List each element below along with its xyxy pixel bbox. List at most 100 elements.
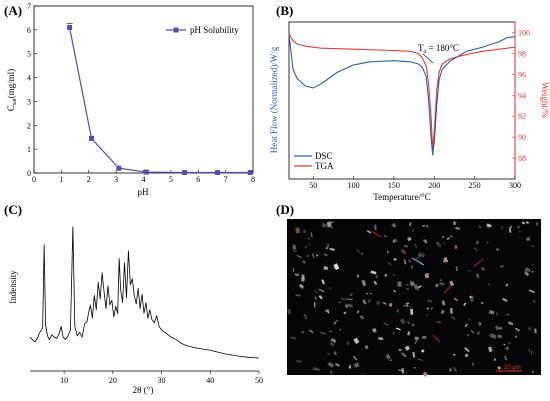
micrograph-crystal <box>353 366 356 368</box>
micrograph-crystal <box>316 254 319 257</box>
micrograph-crystal <box>392 273 396 277</box>
micrograph-crystal <box>374 224 377 231</box>
micrograph-crystal <box>454 245 458 249</box>
micrograph-crystal <box>414 243 418 249</box>
micrograph-crystal <box>488 283 490 286</box>
micrograph-crystal <box>463 302 467 307</box>
micrograph-crystal <box>424 239 428 243</box>
panel-a-data-point <box>143 169 149 175</box>
panel-a-data-point <box>247 170 253 176</box>
micrograph-crystal <box>405 284 409 286</box>
micrograph-crystal <box>508 228 512 233</box>
micrograph-crystal <box>413 366 417 370</box>
panel-b-y2-tick-label: 94 <box>518 91 526 100</box>
panel-c-x-tick-label: 40 <box>206 376 214 385</box>
micrograph-crystal <box>292 268 295 273</box>
micrograph-crystal <box>301 274 305 279</box>
micrograph-crystal <box>393 289 396 293</box>
panel-a-y-tick-label: 1 <box>27 145 31 154</box>
micrograph-crystal <box>403 259 407 265</box>
micrograph-crystal <box>372 327 377 333</box>
micrograph-crystal <box>378 337 384 341</box>
micrograph-crystal <box>308 329 314 334</box>
micrograph-crystal <box>468 318 471 321</box>
micrograph-crystal <box>469 295 473 299</box>
micrograph-crystal <box>476 331 481 336</box>
panel-b-y2-tick-label: 92 <box>518 112 526 121</box>
micrograph-crystal <box>410 308 414 315</box>
micrograph-crystal <box>366 229 372 234</box>
micrograph-crystal <box>499 265 504 268</box>
micrograph-crystal <box>488 309 495 315</box>
micrograph-crystal <box>470 329 475 334</box>
micrograph-crystal <box>443 242 445 245</box>
micrograph-crystal <box>517 230 522 233</box>
panel-b-left-axis-title: Heat Flow (Normalized)/W/g <box>269 46 279 153</box>
panel-b-x-tick-label: 150 <box>388 181 400 190</box>
micrograph-crystal <box>425 313 428 317</box>
micrograph-crystal <box>404 244 408 248</box>
micrograph-crystal <box>442 236 445 238</box>
micrograph-crystal <box>481 302 484 304</box>
micrograph-crystal <box>391 331 396 335</box>
panel-a-data-point <box>116 165 122 171</box>
micrograph-crystal <box>416 286 419 291</box>
panel-b-x-tick-label: 50 <box>309 181 317 190</box>
micrograph-crystal <box>507 321 514 326</box>
micrograph-crystal <box>446 237 451 240</box>
micrograph-crystal <box>353 363 355 366</box>
micrograph-crystal <box>320 331 326 335</box>
panel-b-x-tick-label: 100 <box>348 181 360 190</box>
micrograph-crystal <box>417 358 424 361</box>
micrograph-crystal <box>417 254 421 259</box>
panel-a-y-tick-label: 5 <box>27 50 31 59</box>
micrograph-crystal <box>455 226 461 230</box>
panel-c-x-tick-label: 50 <box>255 376 263 385</box>
panel-b-legend-label-dsc: DSC <box>315 151 333 161</box>
micrograph-crystal <box>328 330 333 333</box>
micrograph-crystal <box>411 323 415 327</box>
micrograph-crystal <box>426 307 430 310</box>
panel-b-x-axis-title: Temperature/°C <box>373 192 430 202</box>
micrograph-crystal <box>383 322 389 326</box>
micrograph-crystal <box>514 327 520 332</box>
micrograph-crystal <box>335 319 339 322</box>
micrograph-crystal <box>365 292 369 295</box>
micrograph-crystal <box>338 301 342 304</box>
micrograph-crystal <box>409 222 412 227</box>
panel-a-data-point <box>67 24 73 30</box>
micrograph-crystal <box>528 289 535 294</box>
micrograph-crystal <box>449 234 454 239</box>
micrograph-crystal <box>478 321 482 326</box>
micrograph-crystal <box>528 349 531 352</box>
micrograph-crystal <box>389 359 393 362</box>
micrograph-crystal <box>330 338 337 343</box>
panel-a-x-tick-label: 2 <box>87 175 91 184</box>
micrograph-crystal <box>356 309 360 314</box>
micrograph-crystal <box>375 300 381 306</box>
micrograph-crystal <box>306 254 309 258</box>
micrograph-crystal <box>407 236 412 242</box>
micrograph-crystal <box>339 328 342 332</box>
micrograph-crystal <box>425 224 429 228</box>
micrograph-crystal <box>497 334 503 339</box>
micrograph-crystal <box>418 252 425 258</box>
micrograph-crystal <box>308 242 311 246</box>
micrograph-crystal <box>329 286 331 290</box>
micrograph-crystal <box>327 361 335 368</box>
micrograph-crystal <box>514 335 518 338</box>
micrograph-crystal <box>321 222 327 228</box>
micrograph-crystal <box>325 246 329 250</box>
micrograph-crystal <box>304 245 308 249</box>
panel-a-x-tick-label: 5 <box>169 175 173 184</box>
micrograph-crystals <box>287 221 539 377</box>
micrograph-crystal <box>488 346 493 353</box>
micrograph-crystal <box>294 273 299 277</box>
micrograph-crystal <box>383 234 388 238</box>
micrograph-crystal <box>449 368 452 372</box>
micrograph-crystal <box>354 362 360 368</box>
micrograph-crystal <box>348 365 352 369</box>
micrograph-crystal <box>449 308 453 314</box>
micrograph-crystal <box>464 347 470 353</box>
